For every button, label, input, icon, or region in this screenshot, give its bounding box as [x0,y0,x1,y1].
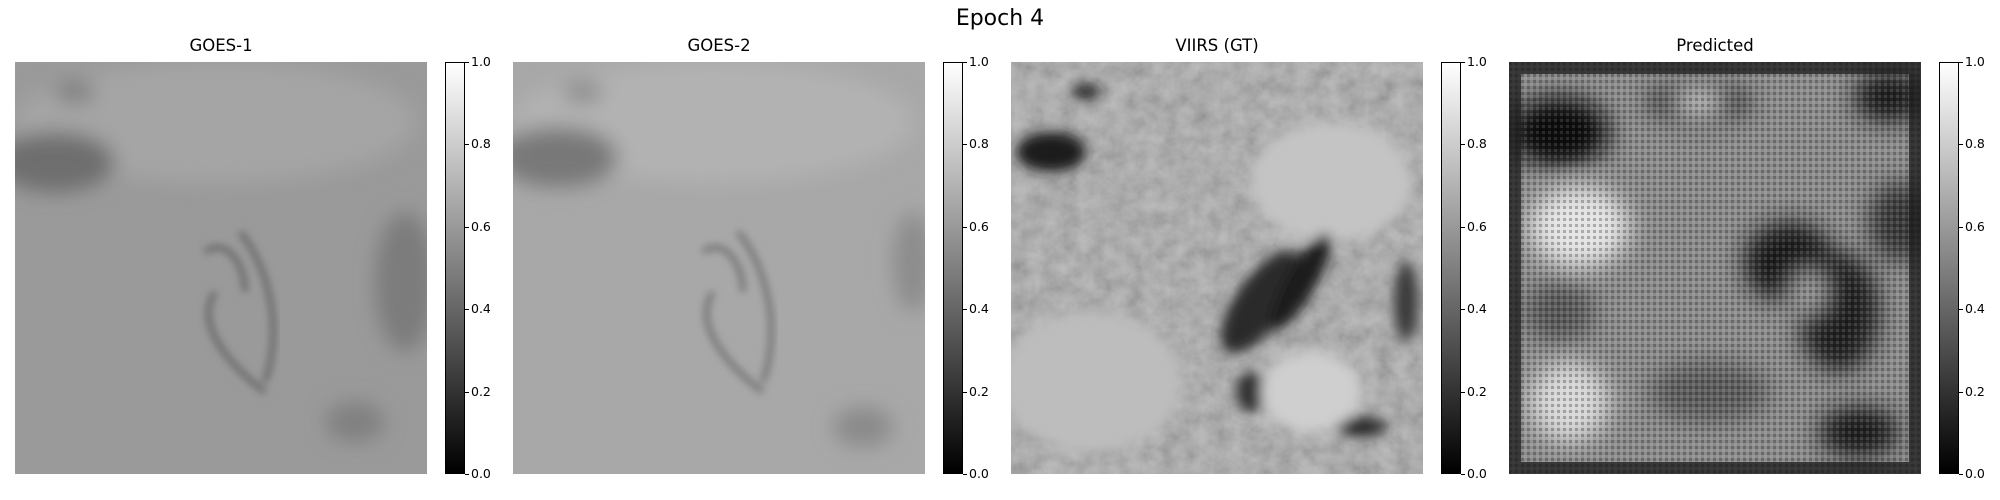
panel-title-goes-2: GOES-2 [687,36,751,55]
colorbar-tick-label: 0.8 [1959,136,1985,151]
colorbar-predicted [1939,62,1959,474]
colorbar-goes-1 [445,62,465,474]
colorbar-tick-label: 0.0 [963,466,989,481]
colorbar-tick-label: 1.0 [465,54,491,69]
colorbar-tick-label: 1.0 [963,54,989,69]
colorbar-viirs-gt [1441,62,1461,474]
colorbar-tick-label: 0.4 [1959,301,1985,316]
colorbar-tick-label: 0.4 [465,301,491,316]
colorbar-tick-label: 0.0 [1461,466,1487,481]
panel-title-goes-1: GOES-1 [189,36,253,55]
panel-title-viirs-gt: VIIRS (GT) [1175,36,1259,55]
goes-2-image [513,62,925,474]
colorbar-tick-label: 0.4 [963,301,989,316]
colorbar-tick-label: 0.6 [465,219,491,234]
viirs-gt-image [1011,62,1423,474]
colorbar-tick-label: 0.8 [465,136,491,151]
colorbar-tick-label: 0.8 [1461,136,1487,151]
colorbar-tick-label: 0.4 [1461,301,1487,316]
colorbar-tick-label: 0.0 [465,466,491,481]
colorbar-tick-label: 0.0 [1959,466,1985,481]
colorbar-tick-label: 0.8 [963,136,989,151]
colorbar-tick-label: 0.2 [1461,384,1487,399]
goes-1-image [15,62,427,474]
colorbar-tick-label: 0.6 [963,219,989,234]
colorbar-tick-label: 0.2 [963,384,989,399]
panel-title-predicted: Predicted [1676,36,1754,55]
figure-title: Epoch 4 [955,6,1045,31]
colorbar-tick-label: 1.0 [1461,54,1487,69]
colorbar-tick-label: 0.6 [1959,219,1985,234]
colorbar-tick-label: 1.0 [1959,54,1985,69]
colorbar-goes-2 [943,62,963,474]
colorbar-tick-label: 0.2 [1959,384,1985,399]
predicted-image [1509,62,1921,474]
colorbar-tick-label: 0.6 [1461,219,1487,234]
colorbar-tick-label: 0.2 [465,384,491,399]
